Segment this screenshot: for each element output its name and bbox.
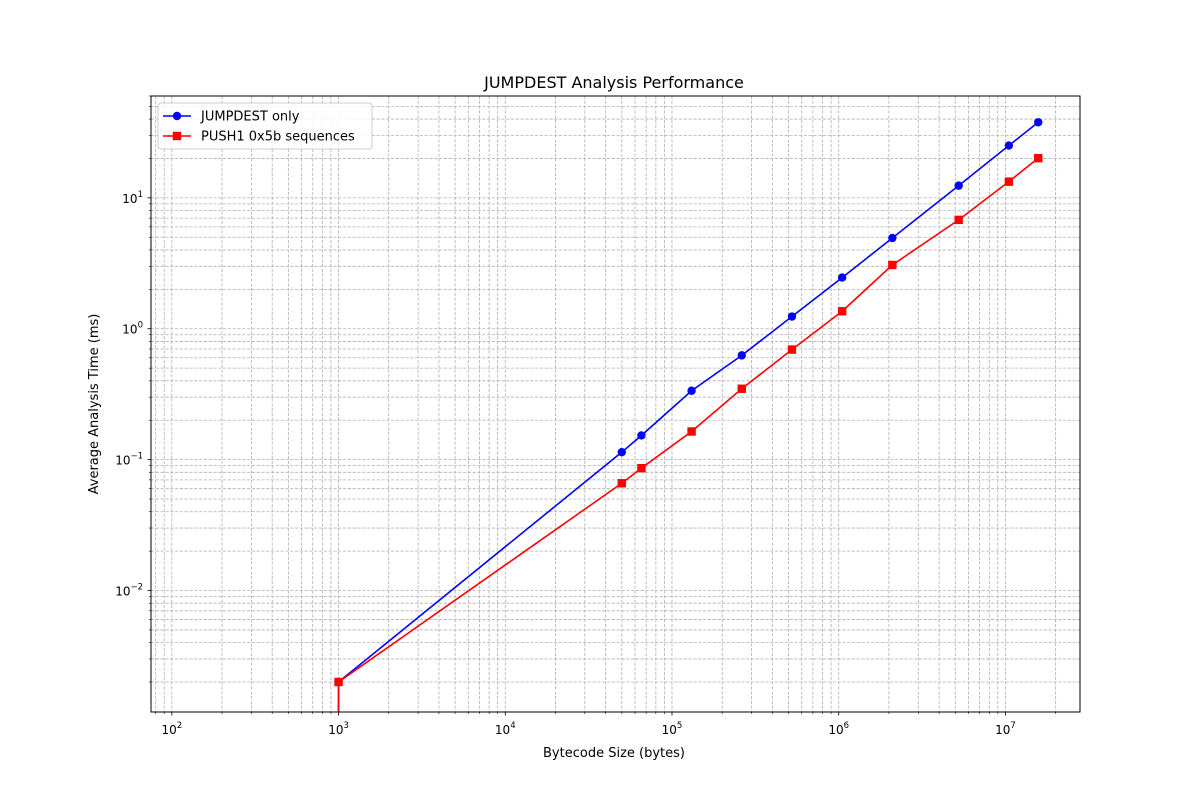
data-point bbox=[334, 677, 343, 687]
x-tick-label-exponent: 4 bbox=[510, 721, 515, 731]
y-tick-label-exponent: −2 bbox=[130, 583, 143, 593]
data-point bbox=[954, 181, 963, 190]
data-point bbox=[637, 431, 646, 440]
legend-label-0: JUMPDEST only bbox=[200, 110, 300, 125]
x-tick-label-base: 10 bbox=[662, 723, 677, 737]
data-point bbox=[954, 215, 963, 225]
x-tick-label-exponent: 6 bbox=[844, 721, 849, 731]
data-point bbox=[837, 307, 847, 316]
data-point bbox=[888, 260, 897, 270]
x-tick-label-exponent: 2 bbox=[177, 721, 182, 731]
x-tick-label: 105 bbox=[662, 721, 683, 737]
x-tick-label-exponent: 5 bbox=[677, 721, 682, 731]
x-tick-label-base: 10 bbox=[828, 723, 843, 737]
y-tick-label-base: 10 bbox=[122, 323, 137, 337]
legend-marker-1 bbox=[172, 131, 182, 141]
series-line-1 bbox=[337, 157, 1039, 712]
grid-lines bbox=[151, 95, 1080, 712]
data-point bbox=[617, 479, 627, 488]
x-axis-label: Bytecode Size (bytes) bbox=[543, 746, 685, 761]
data-point bbox=[637, 464, 646, 473]
plot-area-frame bbox=[150, 95, 1081, 713]
legend-label-1: PUSH1 0x5b sequences bbox=[201, 130, 355, 145]
y-tick-label: 101 bbox=[122, 190, 143, 206]
data-point bbox=[687, 427, 696, 436]
data-point bbox=[888, 233, 897, 243]
data-point bbox=[1004, 177, 1014, 186]
data-point bbox=[787, 345, 797, 354]
y-tick-label-base: 10 bbox=[122, 192, 137, 206]
series-line-0 bbox=[337, 121, 1039, 712]
y-tick-label-exponent: 1 bbox=[138, 190, 143, 200]
x-tick-label-exponent: 7 bbox=[1010, 721, 1015, 731]
y-tick-label-base: 10 bbox=[115, 585, 130, 599]
legend: JUMPDEST only PUSH1 0x5b sequences bbox=[157, 102, 373, 150]
plot-markers bbox=[334, 118, 1043, 687]
x-tick-label-base: 10 bbox=[495, 723, 510, 737]
y-tick-label: 100 bbox=[122, 321, 143, 337]
data-point bbox=[1034, 153, 1043, 163]
chart-title: JUMPDEST Analysis Performance bbox=[483, 73, 744, 92]
legend-marker-0 bbox=[172, 111, 182, 121]
x-tick-label-base: 10 bbox=[328, 723, 343, 737]
y-tick-label-exponent: −1 bbox=[130, 452, 143, 462]
y-tick-label-exponent: 0 bbox=[138, 321, 143, 331]
y-tick-label: 10−2 bbox=[115, 583, 143, 599]
x-tick-label: 106 bbox=[828, 721, 849, 737]
data-point bbox=[837, 273, 847, 282]
data-point bbox=[737, 351, 746, 360]
data-point bbox=[1004, 141, 1014, 150]
y-axis-label: Average Analysis Time (ms) bbox=[87, 314, 102, 495]
data-point bbox=[737, 384, 746, 393]
legend-box bbox=[157, 102, 373, 150]
x-tick-label: 104 bbox=[495, 721, 516, 737]
x-tick-label: 102 bbox=[161, 721, 182, 737]
plot-series bbox=[337, 121, 1039, 712]
data-point bbox=[787, 312, 797, 321]
x-tick-label: 103 bbox=[328, 721, 349, 737]
y-tick-label: 10−1 bbox=[115, 452, 143, 468]
x-tick-label-base: 10 bbox=[161, 723, 176, 737]
data-point bbox=[617, 447, 627, 457]
x-tick-label: 107 bbox=[995, 721, 1016, 737]
x-tick-label-base: 10 bbox=[995, 723, 1010, 737]
x-tick-label-exponent: 3 bbox=[343, 721, 348, 731]
data-point bbox=[687, 386, 696, 395]
y-tick-label-base: 10 bbox=[115, 454, 130, 468]
data-point bbox=[1034, 118, 1043, 127]
